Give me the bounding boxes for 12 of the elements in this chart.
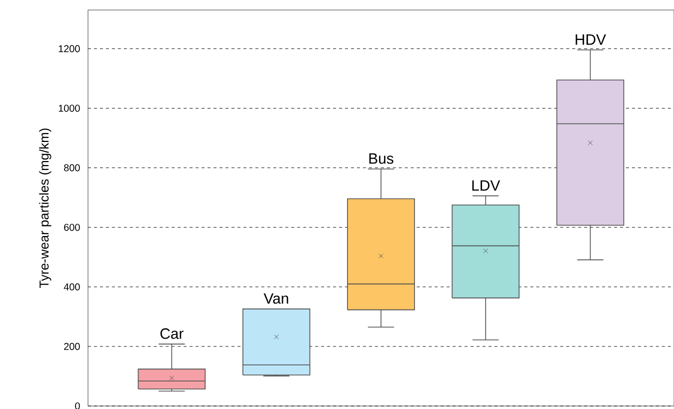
x-tick-label: HDV bbox=[576, 34, 606, 45]
y-tick-label: 1000 bbox=[58, 104, 80, 112]
y-tick-label: 600 bbox=[64, 224, 80, 231]
x-tick-label: LDV bbox=[472, 180, 500, 191]
y-tick-label: 800 bbox=[64, 164, 80, 172]
x-tick-label: Van bbox=[264, 293, 288, 304]
y-tick-label: 400 bbox=[64, 283, 80, 290]
y-axis-title: Tyre-wear particles (mg/km) bbox=[39, 128, 52, 288]
x-tick-label: Bus bbox=[369, 153, 394, 164]
y-tick-label: 200 bbox=[64, 342, 80, 350]
x-tick-label: Car bbox=[160, 328, 184, 339]
y-tick-label: 1200 bbox=[58, 45, 80, 52]
